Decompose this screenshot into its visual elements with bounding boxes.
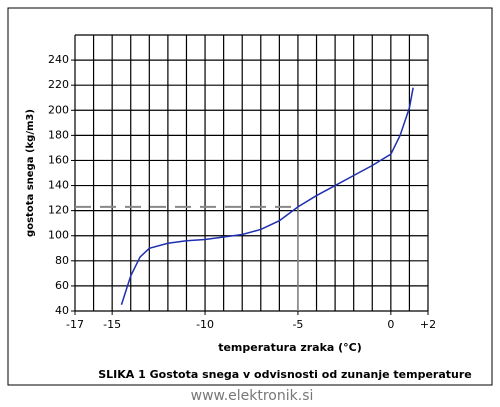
x-tick-label: 0: [387, 318, 394, 331]
y-tick-label: 180: [48, 128, 69, 141]
x-tick-label: -5: [292, 318, 303, 331]
caption: SLIKA 1 Gostota snega v odvisnosti od zu…: [98, 368, 472, 381]
watermark: www.elektronik.si: [191, 388, 314, 404]
y-tick-label: 40: [55, 304, 69, 317]
y-tick-label: 100: [48, 229, 69, 242]
y-tick-label: 120: [48, 204, 69, 217]
x-tick-label: -15: [103, 318, 121, 331]
curve: [120, 87, 414, 305]
y-tick-label: 80: [55, 254, 69, 267]
y-axis-label: gostota snega (kg/m3): [25, 109, 36, 237]
y-tick-label: 60: [55, 279, 69, 292]
y-tick-label: 220: [48, 78, 69, 91]
y-tick-label: 200: [48, 103, 69, 116]
x-axis-label: temperatura zraka (°C): [218, 341, 362, 354]
x-tick-label: -17: [66, 318, 84, 331]
y-tick-label: 160: [48, 153, 69, 166]
x-tick-label: -10: [196, 318, 214, 331]
y-tick-label: 240: [48, 53, 69, 66]
y-tick-label: 140: [48, 179, 69, 192]
x-tick-label: +2: [420, 318, 436, 331]
frame: [7, 7, 493, 386]
